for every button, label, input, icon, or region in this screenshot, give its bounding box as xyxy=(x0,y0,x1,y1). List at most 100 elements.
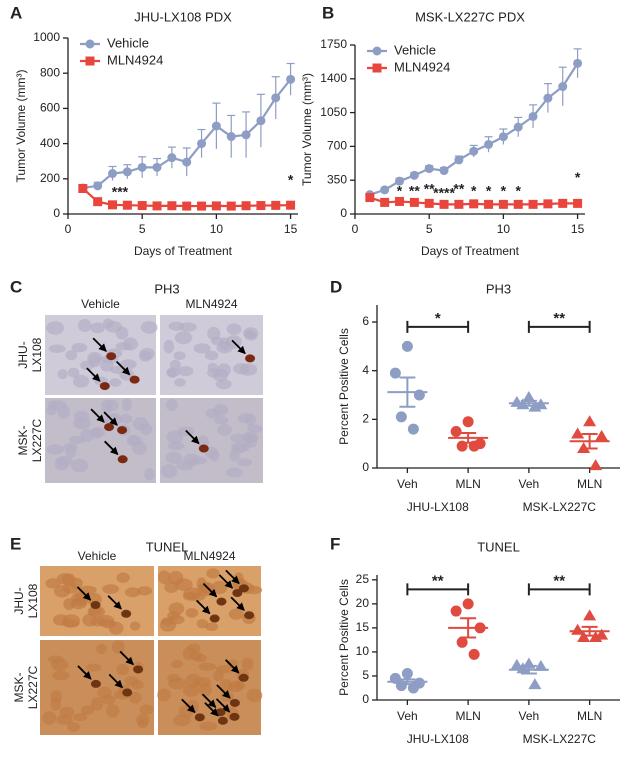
cell xyxy=(71,342,88,353)
y-tick-label: 1000 xyxy=(33,30,60,44)
x-tick-label: 5 xyxy=(139,222,146,236)
marker xyxy=(167,201,177,211)
cell xyxy=(139,422,153,436)
marker xyxy=(571,427,585,439)
cell xyxy=(70,598,87,610)
arrow xyxy=(216,684,231,699)
arrow xyxy=(202,582,218,598)
marker xyxy=(543,93,553,103)
marker xyxy=(211,121,221,131)
cell xyxy=(111,640,125,654)
y-tick-label: 2 xyxy=(362,412,369,426)
cell xyxy=(198,682,212,697)
cell xyxy=(54,457,69,471)
cell xyxy=(198,662,217,671)
cell xyxy=(177,366,194,377)
arrow xyxy=(90,408,105,423)
significance-bracket xyxy=(406,320,470,333)
marker xyxy=(389,367,401,379)
cell xyxy=(199,721,218,731)
cell xyxy=(241,657,254,671)
row-label: LX108 xyxy=(30,337,44,372)
cell xyxy=(128,691,142,704)
y-tick-label: 0 xyxy=(362,460,369,474)
marker xyxy=(534,659,548,671)
cell xyxy=(228,608,244,620)
marker xyxy=(152,162,162,172)
panel-title: TUNEL xyxy=(146,539,189,554)
x-tick-label: Veh xyxy=(519,709,540,723)
x-tick-label: 15 xyxy=(571,222,585,236)
marker xyxy=(85,56,95,66)
marker xyxy=(583,609,597,621)
cell xyxy=(45,578,61,589)
cell xyxy=(179,322,197,332)
cell xyxy=(48,344,66,353)
annotation: * xyxy=(575,169,581,185)
annotation: * xyxy=(397,182,403,198)
marker xyxy=(256,116,266,126)
x-tick-label: MLN xyxy=(577,709,602,723)
cell xyxy=(42,711,57,725)
cell xyxy=(164,581,179,593)
group-label: MSK-LX227C xyxy=(523,732,597,746)
panel-letter: C xyxy=(10,277,22,296)
panel-letter: F xyxy=(330,534,340,553)
row-label: LX108 xyxy=(26,583,40,618)
y-tick-label: 800 xyxy=(40,65,60,79)
marker xyxy=(372,63,382,73)
annotation: ** xyxy=(409,182,420,198)
cell xyxy=(166,367,181,378)
cell xyxy=(124,587,141,598)
marker xyxy=(380,185,390,195)
marker xyxy=(498,199,508,209)
cell xyxy=(166,430,184,444)
cell xyxy=(219,679,233,693)
y-tick-label: 350 xyxy=(327,172,347,186)
marker xyxy=(522,390,536,402)
marker xyxy=(108,200,118,210)
y-tick-label: 5 xyxy=(362,668,369,682)
cell xyxy=(124,676,139,686)
column-label: Vehicle xyxy=(78,549,117,563)
cell xyxy=(244,332,258,341)
cell xyxy=(73,417,91,430)
cell xyxy=(246,688,263,703)
marker xyxy=(439,166,449,176)
marker xyxy=(424,164,434,174)
significance-label: * xyxy=(435,310,441,327)
x-tick-label: MLN xyxy=(577,477,602,491)
cell xyxy=(102,694,116,705)
y-axis-label: Tumor Volume (mm³) xyxy=(300,73,314,186)
group-label: JHU-LX108 xyxy=(407,732,469,746)
cell xyxy=(129,621,141,631)
cell xyxy=(204,350,219,361)
marker xyxy=(462,416,474,428)
cell xyxy=(167,615,185,625)
y-tick-label: 700 xyxy=(327,139,347,153)
arrow xyxy=(104,440,119,456)
marker xyxy=(271,200,281,210)
cell xyxy=(126,434,140,446)
marker xyxy=(409,197,419,207)
y-tick-label: 1050 xyxy=(320,105,347,119)
marker xyxy=(182,157,192,167)
marker xyxy=(454,155,464,165)
arrow xyxy=(115,360,131,376)
group-label: MSK-LX227C xyxy=(523,500,597,514)
cell xyxy=(237,458,253,467)
cell xyxy=(62,614,81,628)
panel-letter: A xyxy=(10,3,22,22)
marker xyxy=(182,201,192,211)
marker xyxy=(583,415,597,427)
cell xyxy=(56,714,73,725)
row-label: JHU- xyxy=(16,341,30,368)
cell xyxy=(77,318,92,332)
marker xyxy=(484,199,494,209)
annotation: * xyxy=(515,182,521,198)
annotation: ** xyxy=(424,181,435,197)
marker xyxy=(85,39,95,49)
marker xyxy=(558,82,568,92)
annotation: * xyxy=(486,182,492,198)
